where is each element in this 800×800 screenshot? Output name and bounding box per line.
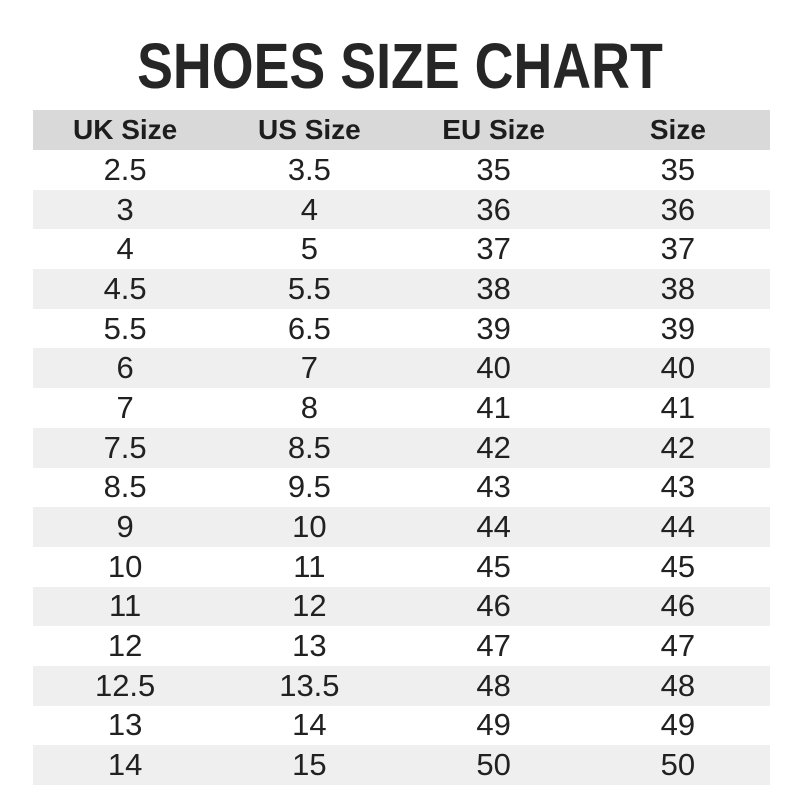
table-cell: 40	[660, 350, 696, 386]
table-cell: 5.5	[287, 270, 331, 306]
table-cell: 6.5	[287, 310, 331, 346]
table-cell: 47	[660, 628, 696, 664]
table-cell: 4	[116, 231, 134, 267]
table-cell: 37	[660, 231, 696, 267]
table-cell: 9	[116, 509, 134, 545]
table-cell: 15	[292, 747, 327, 783]
table-cell: 41	[476, 389, 511, 425]
table-cell: 6	[116, 350, 134, 386]
table-cell: 35	[476, 151, 511, 187]
table-cell: 3	[116, 191, 134, 227]
table-row: 2.5 3.5 35 35	[33, 150, 770, 190]
table-cell: 8.5	[287, 429, 331, 465]
table-cell: 44	[660, 509, 696, 545]
table-cell: 10	[292, 509, 327, 545]
table-row: 5.5 6.5 39 39	[33, 308, 770, 349]
table-cell: 7	[116, 389, 134, 425]
table-cell: 43	[660, 469, 696, 505]
column-header-eu-size: EU Size	[401, 110, 586, 150]
table-cell: 48	[476, 667, 511, 703]
column-header-size: Size	[585, 110, 770, 150]
table-cell: 4	[300, 191, 318, 227]
table-row: 3 4 36 36	[33, 189, 770, 230]
table-cell: 50	[476, 747, 511, 783]
table-cell: 49	[476, 707, 511, 743]
table-row: 4.5 5.5 38 38	[33, 269, 770, 309]
table-cell: 43	[476, 469, 511, 505]
table-cell: 36	[660, 191, 696, 227]
table-row: 7.5 8.5 42 42	[33, 427, 770, 468]
table-cell: 38	[476, 270, 511, 306]
table-cell: 44	[476, 509, 511, 545]
table-row: 13 14 49 49	[33, 705, 770, 746]
page-title: SHOES SIZE CHART	[137, 30, 663, 102]
table-cell: 2.5	[103, 151, 147, 187]
table-cell: 36	[476, 191, 511, 227]
table-cell: 38	[660, 270, 696, 306]
table-cell: 39	[476, 310, 511, 346]
table-cell: 9.5	[287, 469, 331, 505]
table-row: 14 15 50 50	[33, 745, 770, 785]
column-header-us-size: US Size	[217, 110, 402, 150]
table-cell: 45	[660, 548, 696, 584]
table-cell: 35	[660, 151, 696, 187]
table-cell: 42	[660, 429, 696, 465]
table-cell: 39	[660, 310, 696, 346]
table-cell: 13	[292, 628, 327, 664]
table-cell: 3.5	[287, 151, 331, 187]
table-cell: 11	[109, 588, 142, 624]
table-cell: 12	[292, 588, 327, 624]
table-cell: 48	[660, 667, 696, 703]
table-cell: 47	[476, 628, 511, 664]
table-cell: 10	[107, 548, 143, 584]
table-row: 9 10 44 44	[33, 507, 770, 547]
table-cell: 49	[660, 707, 696, 743]
table-cell: 8.5	[103, 469, 147, 505]
table-header: UK Size US Size EU Size Size	[33, 110, 770, 150]
table-cell: 40	[476, 350, 511, 386]
table-cell: 14	[107, 747, 143, 783]
table-cell: 13	[107, 707, 143, 743]
table-row: 12 13 47 47	[33, 626, 770, 666]
table-cell: 4.5	[103, 270, 147, 306]
table-cell: 41	[660, 389, 696, 425]
table-cell: 8	[300, 389, 318, 425]
table-row: 4 5 37 37	[33, 229, 770, 270]
shoe-size-table: UK Size US Size EU Size Size 2.5 3.5 35 35 3…	[33, 110, 770, 785]
table-cell: 13.5	[279, 667, 340, 703]
table-cell: 12	[107, 628, 143, 664]
table-cell: 46	[476, 588, 511, 624]
table-cell: 11	[293, 548, 326, 584]
table-cell: 45	[476, 548, 511, 584]
table-row: 8.5 9.5 43 43	[33, 467, 770, 508]
table-cell: 7.5	[103, 429, 147, 465]
table-row: 12.5 13.5 48 48	[33, 665, 770, 706]
table-cell: 12.5	[94, 667, 156, 703]
table-row: 6 7 40 40	[33, 348, 770, 389]
table-cell: 37	[476, 231, 511, 267]
table-row: 7 8 41 41	[33, 388, 770, 428]
table-row: 10 11 45 45	[33, 546, 770, 587]
table-cell: 14	[292, 707, 327, 743]
column-header-uk-size: UK Size	[33, 110, 218, 150]
table-cell: 42	[476, 429, 511, 465]
table-header-row: UK Size US Size EU Size Size	[33, 110, 770, 150]
table-cell: 5.5	[103, 310, 147, 346]
table-cell: 7	[300, 350, 318, 386]
table-cell: 5	[300, 231, 318, 267]
table-cell: 50	[660, 747, 696, 783]
table-row: 11 12 46 46	[33, 586, 770, 627]
page-title-wrap: SHOES SIZE CHART	[0, 34, 800, 116]
table-cell: 46	[660, 588, 696, 624]
size-table-body: 2.5 3.5 35 35 3 4 36 36 4 5 37 37 4.5 5.5 38 38 5.5 6.5 39…	[33, 150, 770, 785]
